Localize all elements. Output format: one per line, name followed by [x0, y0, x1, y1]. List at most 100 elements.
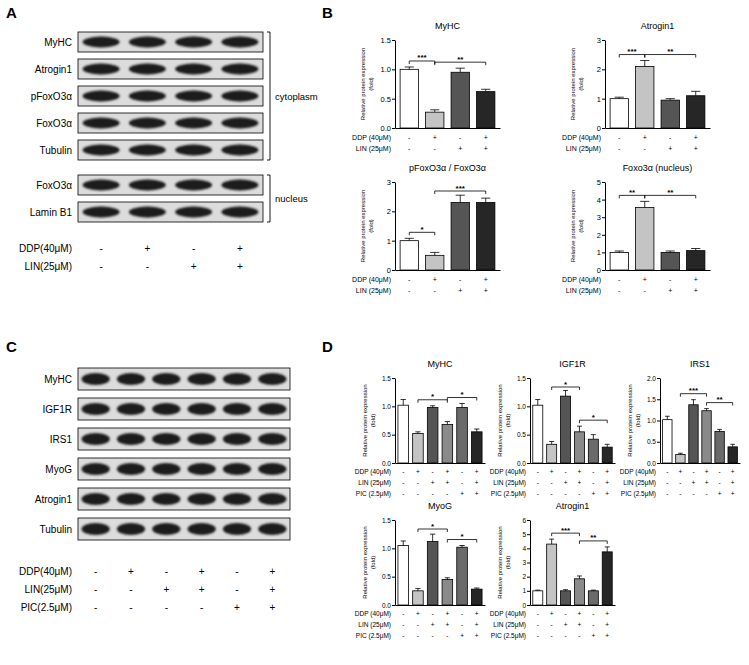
tick-label: 1 — [597, 95, 601, 104]
error-bar — [430, 534, 435, 541]
significance-label: *** — [417, 53, 427, 62]
blot-band — [188, 373, 216, 385]
condition-sign: + — [668, 287, 672, 294]
bar — [547, 544, 557, 605]
blot-row-label: IRS1 — [50, 434, 73, 445]
y-tick: 2 — [522, 573, 530, 580]
blot-background — [78, 398, 290, 420]
condition-sign: - — [408, 145, 411, 152]
x-axis — [396, 605, 486, 606]
blot-band — [223, 433, 251, 445]
y-tick: 0.5 — [382, 431, 395, 438]
condition-sign: + — [578, 621, 582, 628]
condition-sign: + — [578, 468, 582, 475]
plot-area — [398, 400, 482, 463]
error-bar — [415, 589, 420, 591]
condition-sign: + — [550, 468, 554, 475]
tick-mark — [527, 548, 530, 549]
condition-sign: - — [408, 287, 411, 294]
tick-label: 0.0 — [517, 460, 526, 467]
blot-band — [175, 37, 212, 48]
tick-label: 0 — [597, 124, 601, 133]
condition-sign: - — [94, 566, 97, 577]
condition-sign: - — [408, 134, 411, 141]
condition-label: DDP (40μM) — [352, 276, 391, 284]
tick-label: 1.5 — [381, 36, 391, 45]
blot-band — [152, 463, 180, 475]
axis-line — [605, 41, 606, 129]
y-tick: 2.0 — [647, 375, 660, 382]
condition-sign: + — [199, 566, 205, 577]
y-axis-title: Relative protein expression — [360, 190, 366, 262]
condition-sign: - — [446, 632, 448, 639]
tick-mark — [527, 520, 530, 521]
error-bar — [563, 590, 568, 591]
bar — [451, 203, 469, 270]
condition-sign: + — [475, 610, 479, 617]
condition-sign: + — [564, 479, 568, 486]
condition-sign: + — [484, 145, 488, 152]
tick-label: 0.0 — [647, 460, 656, 467]
blot-background — [78, 175, 263, 195]
bar — [427, 407, 438, 463]
condition-sign: + — [718, 490, 722, 497]
blot-band — [221, 64, 258, 75]
bar-chart: pFoxO3α / FoxO3α0123Relative protein exp… — [352, 163, 500, 295]
tick-label: 1 — [387, 237, 391, 246]
condition-label: PIC (2.5μM) — [356, 632, 391, 640]
tick-mark — [602, 99, 605, 100]
error-bar — [481, 89, 490, 91]
condition-label: DDP (40μM) — [355, 468, 391, 476]
error-bar — [563, 390, 568, 396]
blot-band — [117, 433, 145, 445]
tick-label: 5 — [597, 178, 601, 187]
tick-label: 4 — [522, 545, 526, 552]
tick-mark — [392, 378, 395, 379]
tick-mark — [392, 577, 395, 578]
bar — [687, 96, 705, 128]
blot: MyHCIGF1RIRS1MyoGAtrogin1TubulinDDP(40μM… — [19, 368, 290, 613]
error-bar — [666, 251, 675, 252]
error-bar — [445, 578, 450, 580]
plot-area — [663, 400, 738, 463]
condition-sign: - — [129, 602, 132, 613]
significance-label: ** — [629, 188, 636, 197]
error-bar — [730, 444, 735, 447]
significance-label: * — [592, 413, 596, 422]
tick-label: 6 — [522, 517, 526, 524]
tick-mark — [602, 235, 605, 236]
condition-sign: - — [434, 287, 437, 294]
blot-band — [221, 145, 258, 156]
condition-sign: - — [432, 468, 434, 475]
significance-label: * — [431, 392, 435, 401]
blot-band — [129, 91, 166, 102]
condition-label: DDP (40μM) — [562, 276, 601, 284]
error-bar — [615, 251, 624, 252]
blot-band — [221, 118, 258, 129]
tick-mark — [392, 270, 395, 271]
blot: MyHCAtrogin1pFoxO3αFoxO3αTubulinFoxO3αLa… — [19, 32, 318, 272]
tick-label: 1.0 — [381, 65, 391, 74]
y-tick: 1 — [597, 248, 605, 257]
y-tick: 5 — [522, 531, 530, 538]
blot-background — [78, 458, 290, 480]
y-tick: 0.5 — [517, 431, 530, 438]
blot-background — [78, 368, 290, 390]
group-bracket — [267, 32, 270, 160]
condition-sign: - — [434, 145, 437, 152]
condition-label: DDP (40μM) — [490, 610, 526, 618]
tick-mark — [527, 406, 530, 407]
condition-sign: - — [679, 490, 681, 497]
blot-band — [129, 180, 166, 191]
tick-mark — [527, 605, 530, 606]
blot-band — [82, 523, 110, 535]
bar — [728, 447, 737, 463]
y-axis-title: Relative protein expression — [497, 526, 503, 598]
condition-sign: - — [432, 632, 434, 639]
blot-background — [78, 518, 290, 540]
tick-mark — [602, 252, 605, 253]
condition-sign: + — [458, 287, 462, 294]
condition-sign: - — [417, 490, 419, 497]
y-axis-title: Relative protein expression — [627, 384, 633, 456]
condition-sign: + — [445, 479, 449, 486]
